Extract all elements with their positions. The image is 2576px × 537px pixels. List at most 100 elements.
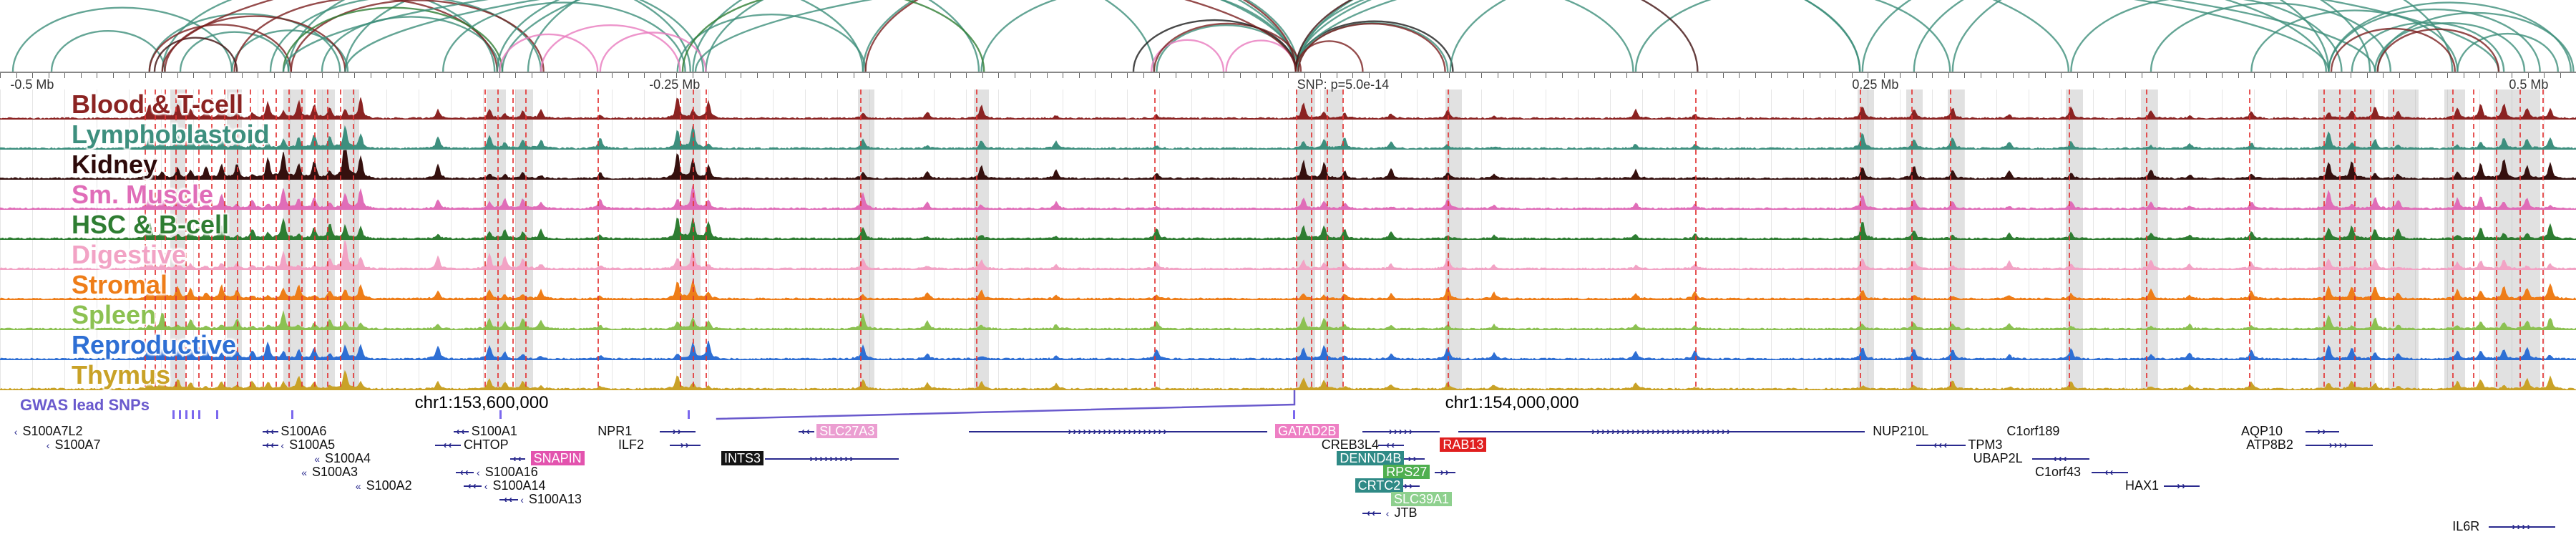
gene-model[interactable]: ‹‹‹ [1916, 438, 1966, 452]
gene-label-S100A4[interactable]: « S100A4 [314, 452, 371, 466]
gene-model[interactable]: ‹‹ [1362, 506, 1381, 520]
gwas-snp-marker[interactable] [185, 410, 188, 419]
gene-label-ILF2[interactable]: ILF2 [618, 438, 644, 452]
gwas-snp-marker[interactable] [291, 410, 293, 419]
gene-name: CHTOP [464, 437, 509, 452]
gene-label-NUP210L[interactable]: NUP210L [1873, 425, 1928, 438]
gene-label-CRTC2[interactable]: CRTC2 [1355, 478, 1404, 493]
gene-label-S100A16[interactable]: ‹ S100A16 [477, 465, 538, 480]
gene-label-C1orf43[interactable]: C1orf43 [2035, 465, 2081, 479]
gene-model[interactable]: ›››››››››››››››››››› [968, 425, 1268, 438]
track-stromal[interactable]: Stromal [0, 270, 2576, 300]
gene-model[interactable]: ››››››››› [765, 452, 899, 465]
gene-model[interactable]: ‹‹ [263, 438, 278, 452]
gene-model[interactable]: ‹‹ [1378, 438, 1404, 452]
gene-label-INTS3[interactable]: INTS3 [721, 451, 764, 465]
gene-label-S100A1[interactable]: S100A1 [472, 425, 517, 438]
track-lymphoblastoid[interactable]: Lymphoblastoid [0, 120, 2576, 150]
gene-label-AQP10[interactable]: AQP10 [2241, 425, 2283, 438]
gwas-snp-marker[interactable] [499, 410, 502, 419]
ruler-tick [789, 73, 790, 78]
gene-model[interactable]: ‹‹ [499, 493, 518, 506]
gene-label-S100A13[interactable]: ‹ S100A13 [520, 493, 582, 507]
gene-label-UBAP2L[interactable]: UBAP2L [1974, 452, 2023, 465]
gwas-snp-marker[interactable] [192, 410, 195, 419]
gene-label-SLC39A1[interactable]: SLC39A1 [1391, 492, 1453, 506]
gene-label-IL6R[interactable]: IL6R [2452, 520, 2479, 533]
gene-model[interactable]: ‹‹‹ [2032, 452, 2089, 465]
strand-arrow-icon: ‹ [1385, 508, 1390, 519]
gene-name: DENND4B [1337, 451, 1405, 465]
gwas-snp-marker[interactable] [172, 410, 175, 419]
gene-model[interactable]: ‹‹ [2092, 465, 2128, 479]
gene-label-RAB13[interactable]: RAB13 [1440, 437, 1487, 452]
snp-line [2393, 90, 2395, 390]
ruler-tick [1513, 73, 1514, 78]
track-kidney[interactable]: Kidney [0, 150, 2576, 180]
gene-name: S100A2 [366, 478, 412, 493]
gene-label-S100A6[interactable]: S100A6 [280, 425, 326, 438]
gene-model[interactable]: ››››› [1362, 425, 1440, 438]
ruler-tick [1932, 73, 1933, 78]
gene-label-RPS27[interactable]: RPS27 [1383, 465, 1430, 479]
track-digestive[interactable]: Digestive [0, 240, 2576, 270]
gene-label-S100A7L2[interactable]: ‹ S100A7L2 [14, 425, 83, 439]
gene-label-CHTOP[interactable]: CHTOP [464, 438, 509, 452]
track-sm-muscle[interactable]: Sm. Muscle [0, 180, 2576, 210]
gene-model[interactable]: ‹‹ [456, 465, 474, 479]
gene-label-S100A3[interactable]: « S100A3 [301, 465, 358, 480]
ruler-tick [563, 73, 565, 78]
gene-model[interactable]: ›› [1401, 452, 1425, 465]
track-hsc-b-cell[interactable]: HSC & B-cell [0, 210, 2576, 240]
gwas-snp-marker[interactable] [198, 410, 201, 419]
gene-label-SNAPIN[interactable]: SNAPIN [530, 451, 585, 465]
gene-label-S100A5[interactable]: ‹ S100A5 [280, 438, 335, 453]
gene-model[interactable]: ‹‹ [263, 425, 278, 438]
gene-model[interactable]: ‹‹ [799, 425, 814, 438]
gene-model[interactable]: ‹‹ [453, 425, 469, 438]
gene-label-ATP8B2[interactable]: ATP8B2 [2246, 438, 2293, 452]
gene-label-GATAD2B[interactable]: GATAD2B [1275, 424, 1340, 438]
track-reproductive[interactable]: Reproductive [0, 330, 2576, 360]
ruler-tick [338, 73, 339, 78]
gene-label-SLC27A3[interactable]: SLC27A3 [816, 424, 878, 438]
signal-track-panel: Blood & T-cell Lymphoblastoid Kidney Sm.… [0, 90, 2576, 390]
gene-model[interactable]: ›› [670, 438, 701, 452]
track-label: HSC & B-cell [72, 210, 230, 239]
gene-model[interactable]: ›››› [2306, 438, 2373, 452]
interaction-arc [290, 0, 545, 72]
track-label: Reproductive [72, 330, 237, 359]
ruler-tick [2544, 73, 2545, 78]
interaction-arc [1861, 0, 2330, 72]
gene-model[interactable]: ‹‹ [435, 438, 462, 452]
track-blood-t-cell[interactable]: Blood & T-cell [0, 90, 2576, 120]
gene-model[interactable]: ›››››››››››››››››››››››››››› [1458, 425, 1865, 438]
gene-label-S100A7[interactable]: ‹ S100A7 [47, 438, 101, 453]
gene-label-S100A14[interactable]: ‹ S100A14 [484, 479, 546, 493]
track-thymus[interactable]: Thymus [0, 360, 2576, 390]
track-spleen[interactable]: Spleen [0, 300, 2576, 330]
gene-label-DENND4B[interactable]: DENND4B [1337, 451, 1405, 465]
gene-model[interactable]: ›› [659, 425, 696, 438]
gene-model[interactable]: ›› [1398, 479, 1420, 493]
gene-model[interactable]: ›› [2306, 425, 2339, 438]
gwas-snp-marker[interactable] [688, 410, 691, 419]
gene-label-HAX1[interactable]: HAX1 [2125, 479, 2159, 493]
gene-label-S100A2[interactable]: « S100A2 [356, 479, 412, 493]
gene-model[interactable]: ›› [2164, 479, 2200, 493]
gene-model[interactable]: ‹‹ [509, 452, 526, 465]
gene-model[interactable]: ›››› [2488, 520, 2556, 533]
ruler-tick [467, 73, 468, 78]
gwas-snp-marker[interactable] [216, 410, 219, 419]
gene-label-NPR1[interactable]: NPR1 [597, 425, 632, 438]
gene-name: S100A16 [484, 465, 538, 479]
gwas-snp-marker[interactable] [179, 410, 182, 419]
gene-label-TPM3[interactable]: TPM3 [1968, 438, 2002, 452]
gene-model[interactable]: ‹‹ [464, 479, 482, 493]
gene-label-CREB3L4[interactable]: CREB3L4 [1322, 438, 1379, 452]
gene-model[interactable]: ›› [1435, 465, 1455, 479]
gwas-snp-marker[interactable] [1293, 410, 1296, 419]
gene-label-C1orf189[interactable]: C1orf189 [2006, 425, 2059, 438]
ruler-tick [273, 73, 275, 78]
gene-label-JTB[interactable]: ‹ JTB [1386, 506, 1418, 521]
